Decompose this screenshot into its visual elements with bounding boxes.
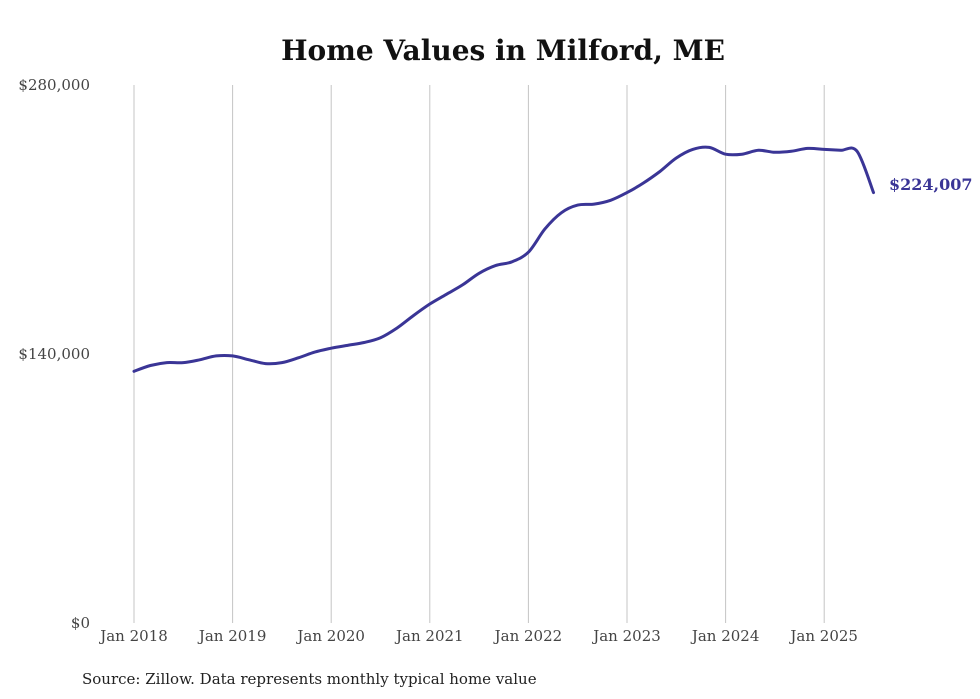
x-tick-label: Jan 2020: [295, 627, 365, 645]
y-tick-label: $280,000: [18, 76, 90, 94]
x-tick-label: Jan 2023: [591, 627, 661, 645]
series-line: [132, 145, 875, 373]
y-tick-label: $0: [71, 614, 90, 632]
x-tick-label: Jan 2025: [788, 627, 858, 645]
chart-title: Home Values in Milford, ME: [281, 34, 725, 67]
x-axis-ticks: Jan 2018 Jan 2019 Jan 2020 Jan 2021 Jan 2022…: [98, 627, 858, 645]
series-layer: $224,007: [132, 145, 973, 373]
y-axis-ticks: $0 $140,000 $280,000: [18, 76, 90, 632]
source-note: Source: Zillow. Data represents monthly …: [82, 670, 537, 688]
y-tick-label: $140,000: [18, 345, 90, 363]
x-tick-label: Jan 2021: [394, 627, 464, 645]
x-tick-label: Jan 2018: [98, 627, 168, 645]
x-tick-label: Jan 2019: [197, 627, 267, 645]
series-end-label: $224,007: [889, 175, 973, 194]
x-tick-label: Jan 2024: [690, 627, 760, 645]
x-tick-label: Jan 2022: [493, 627, 563, 645]
grid-layer: [133, 85, 825, 623]
